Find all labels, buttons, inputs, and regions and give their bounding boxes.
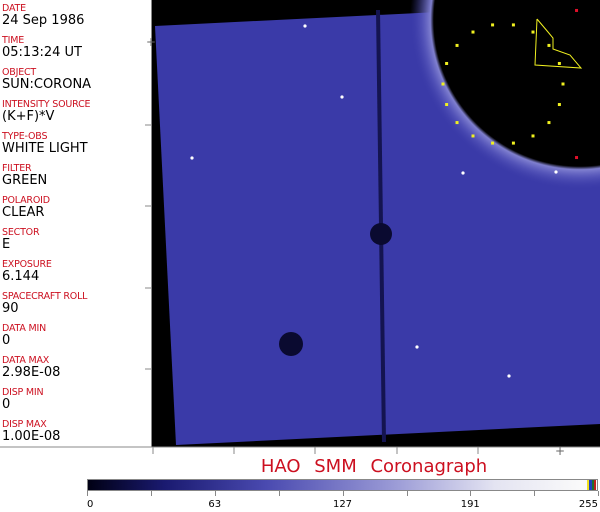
grid-marker [575, 8, 579, 12]
field-value: E [2, 237, 11, 252]
field-label: POLAROID [2, 195, 50, 206]
field-label: EXPOSURE [2, 259, 52, 270]
field-value: 6.144 [2, 269, 40, 284]
field-label: INTENSITY SOURCE [2, 99, 91, 110]
field-spacecraft-roll: SPACECRAFT ROLL 90 [2, 291, 87, 316]
chart-title: HAO SMM Coronagraph [260, 456, 488, 477]
field-label: DATE [2, 3, 26, 14]
colorbar-tick [598, 491, 600, 496]
field-polaroid: POLAROID CLEAR [2, 195, 50, 220]
field-label: TIME [2, 35, 25, 46]
colorbar-tick [150, 491, 152, 496]
field-value: CLEAR [2, 205, 45, 220]
field-value: WHITE LIGHT [2, 141, 88, 156]
grid-marker [445, 103, 449, 107]
grid-marker [491, 23, 495, 27]
star [415, 345, 419, 349]
dark-spot [279, 332, 303, 356]
field-label: DATA MAX [2, 355, 50, 366]
grid-marker [575, 156, 579, 160]
grid-marker [531, 134, 535, 138]
grid-marker [561, 82, 565, 86]
colorbar-tick [342, 491, 344, 496]
grid-marker [455, 121, 459, 125]
field-date: DATE 24 Sep 1986 [2, 3, 84, 28]
grid-marker [531, 30, 535, 34]
colorbar-tick [278, 491, 280, 496]
field-value: GREEN [2, 173, 48, 188]
star [190, 156, 194, 160]
star [461, 171, 465, 175]
field-disp-max: DISP MAX 1.00E-08 [2, 419, 60, 444]
field-value: 05:13:24 UT [2, 45, 82, 60]
field-sector: SECTOR E [2, 227, 40, 252]
field-data-min: DATA MIN 0 [2, 323, 46, 348]
pylon-spot [370, 223, 392, 245]
grid-markers [441, 8, 579, 160]
grid-marker [471, 30, 475, 34]
colorbar-tick [470, 491, 472, 496]
grid-marker [445, 61, 449, 65]
colorbar-tick-label: 127 [332, 499, 353, 510]
colorbar-swatch [587, 480, 590, 490]
field-value: SUN:CORONA [2, 77, 92, 92]
colorbar-tick-label: 63 [208, 499, 222, 510]
orientation-triangle [534, 18, 583, 69]
colorbar-swatch [593, 480, 596, 490]
field-value: 0 [2, 397, 11, 412]
grid-marker [511, 23, 515, 27]
colorbar-tick [406, 491, 408, 496]
field-label: DISP MAX [2, 419, 47, 430]
grid-marker [455, 43, 459, 47]
coronagraph-image [152, 0, 600, 447]
colorbar-swatch [591, 480, 594, 490]
colorbar-tick-label: 255 [578, 499, 598, 510]
colorbar-tick-label: 191 [460, 499, 480, 510]
field-intensity-source: INTENSITY SOURCE (K+F)*V [2, 99, 91, 124]
colorbar [87, 479, 598, 491]
field-label: SECTOR [2, 227, 40, 238]
colorbar-tick [87, 491, 88, 496]
field-filter: FILTER GREEN [2, 163, 47, 188]
grid-marker [491, 141, 495, 145]
field-value: 1.00E-08 [2, 429, 61, 444]
field-label: FILTER [2, 163, 32, 174]
field-value: 2.98E-08 [2, 365, 61, 380]
field-disp-min: DISP MIN 0 [2, 387, 44, 412]
colorbar-tick [534, 491, 536, 496]
field-exposure: EXPOSURE 6.144 [2, 259, 52, 284]
colorbar-tick-label: 0 [87, 499, 94, 510]
star [303, 24, 307, 28]
colorbar-overlay-colors [587, 480, 596, 490]
grid-marker [557, 103, 561, 107]
field-value: 24 Sep 1986 [2, 13, 85, 28]
colorbar-tick [214, 491, 216, 496]
metadata-panel: DATE 24 Sep 1986 TIME 05:13:24 UT OBJECT SUN:… [0, 0, 152, 447]
field-value: 0 [2, 333, 11, 348]
field-value: (K+F)*V [2, 109, 55, 124]
star [554, 170, 558, 174]
grid-marker [557, 61, 561, 65]
field-value: 90 [2, 301, 19, 316]
field-time: TIME 05:13:24 UT [2, 35, 82, 60]
field-label: TYPE-OBS [2, 131, 48, 142]
field-label: OBJECT [2, 67, 37, 78]
field-label: DISP MIN [2, 387, 44, 398]
grid-marker [547, 121, 551, 125]
field-label: SPACECRAFT ROLL [2, 291, 88, 302]
occulting-disk [434, 0, 600, 166]
field-data-max: DATA MAX 2.98E-08 [2, 355, 60, 380]
field-type-obs: TYPE-OBS WHITE LIGHT [2, 131, 88, 156]
colorbar-swatch [589, 480, 592, 490]
star [507, 374, 511, 378]
grid-marker [471, 134, 475, 138]
field-object: OBJECT SUN:CORONA [2, 67, 91, 92]
star-points [190, 24, 558, 378]
grid-marker [547, 43, 551, 47]
star [340, 95, 344, 99]
grid-marker [441, 82, 445, 86]
field-label: DATA MIN [2, 323, 46, 334]
grid-marker [511, 141, 515, 145]
